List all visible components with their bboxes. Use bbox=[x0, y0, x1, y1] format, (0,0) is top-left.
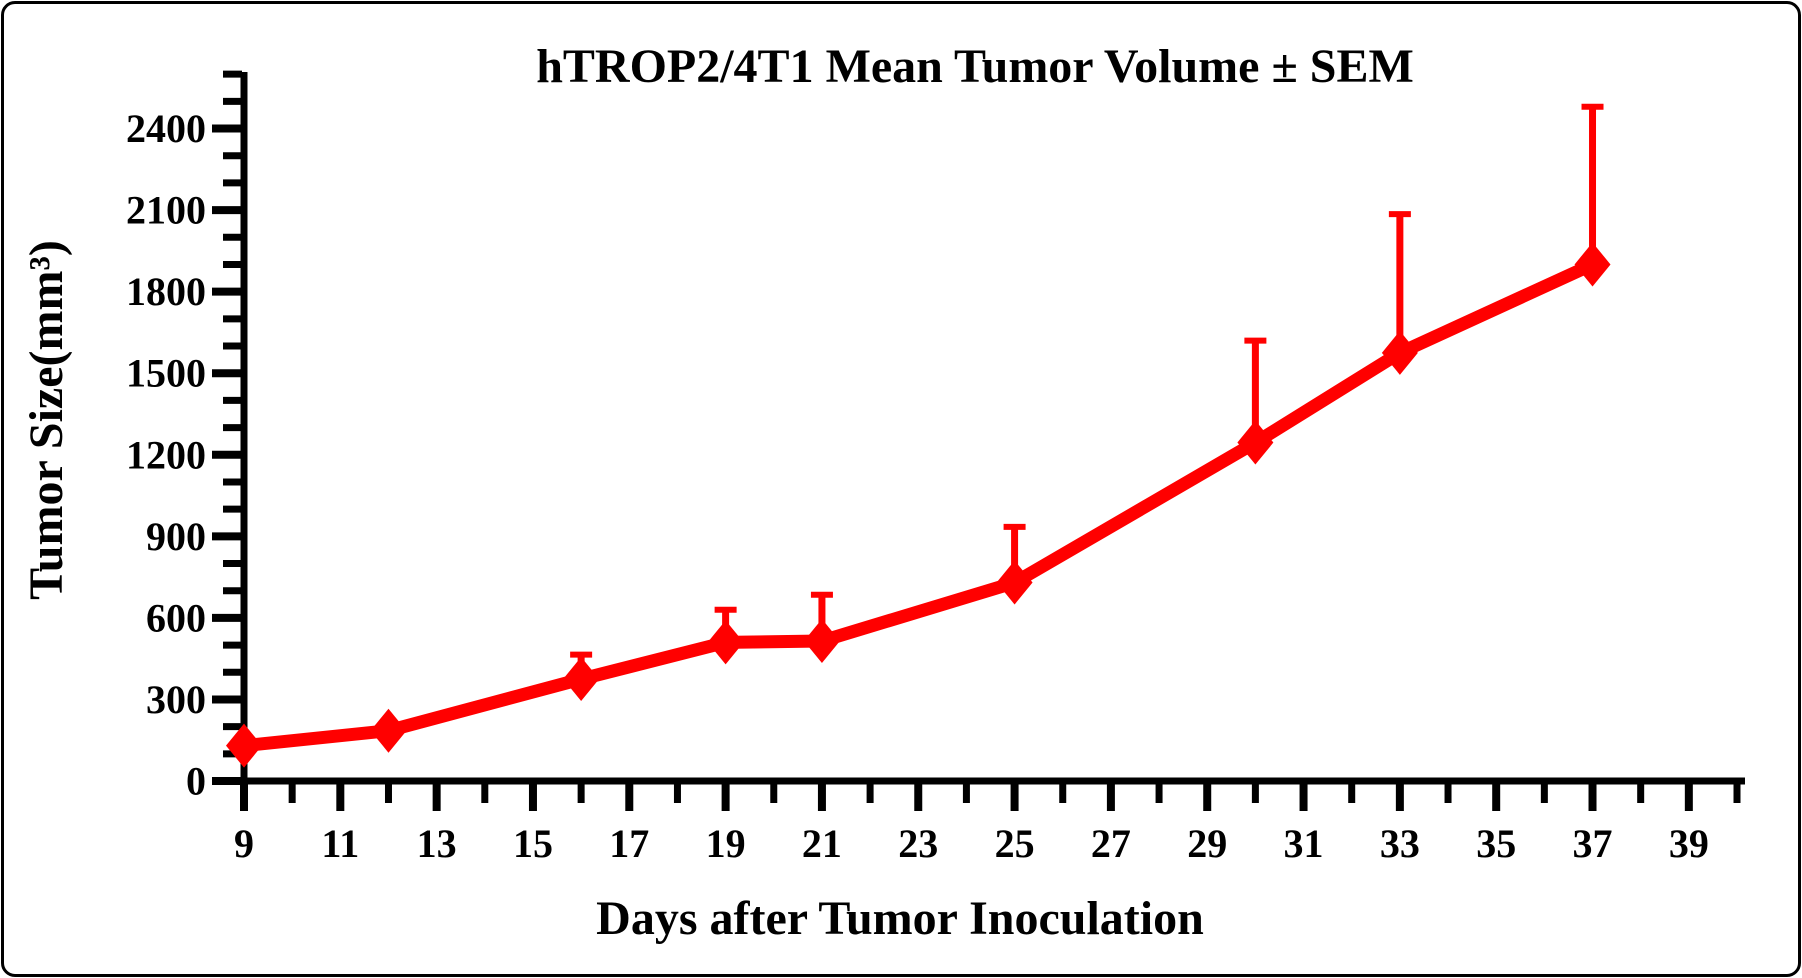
y-tick-label: 300 bbox=[146, 677, 206, 722]
data-point-marker bbox=[1237, 420, 1274, 465]
x-tick-label: 39 bbox=[1669, 821, 1709, 866]
x-tick-label: 31 bbox=[1284, 821, 1324, 866]
x-tick-label: 19 bbox=[706, 821, 746, 866]
y-tick-label: 2400 bbox=[126, 106, 206, 151]
data-point-marker bbox=[1574, 242, 1611, 287]
series-group bbox=[226, 103, 1611, 768]
x-tick-label: 11 bbox=[321, 821, 359, 866]
x-tick-label: 25 bbox=[995, 821, 1035, 866]
y-tick-label: 600 bbox=[146, 595, 206, 640]
y-tick-label: 0 bbox=[186, 759, 206, 804]
y-tick-label: 1800 bbox=[126, 269, 206, 314]
x-axis-title: Days after Tumor Inoculation bbox=[596, 892, 1204, 945]
y-tick-label: 900 bbox=[146, 514, 206, 559]
x-tick-label: 13 bbox=[417, 821, 457, 866]
x-tick-label: 33 bbox=[1380, 821, 1420, 866]
data-point-marker bbox=[803, 618, 840, 663]
data-point-marker bbox=[226, 723, 262, 768]
x-tick-label: 23 bbox=[898, 821, 938, 866]
x-tick-label: 37 bbox=[1573, 821, 1613, 866]
data-point-marker bbox=[707, 620, 744, 665]
y-tick-label: 2100 bbox=[126, 188, 206, 233]
x-tick-label: 35 bbox=[1476, 821, 1516, 866]
y-tick-label: 1200 bbox=[126, 432, 206, 477]
x-axis: 9 11 13 15 17 19 21 23 25 27 29 31 33 35 37 39 bbox=[234, 777, 1745, 866]
x-tick-label: 15 bbox=[513, 821, 553, 866]
x-tick-label: 29 bbox=[1187, 821, 1227, 866]
series-line bbox=[243, 258, 1596, 753]
x-tick-label: 17 bbox=[609, 821, 649, 866]
x-tick-label: 9 bbox=[234, 821, 254, 866]
y-axis-title: Tumor Size(mm³) bbox=[20, 240, 73, 600]
y-tick-label: 1500 bbox=[126, 351, 206, 396]
y-axis: 0 300 600 900 1200 1500 1800 2100 2400 bbox=[126, 70, 248, 804]
data-point-marker bbox=[1381, 330, 1418, 375]
data-point-marker bbox=[996, 560, 1033, 605]
chart-title: hTROP2/4T1 Mean Tumor Volume ± SEM bbox=[536, 40, 1414, 93]
data-point-marker bbox=[563, 657, 600, 702]
x-tick-label: 21 bbox=[802, 821, 842, 866]
data-point-marker bbox=[370, 708, 407, 753]
x-tick-label: 27 bbox=[1091, 821, 1131, 866]
